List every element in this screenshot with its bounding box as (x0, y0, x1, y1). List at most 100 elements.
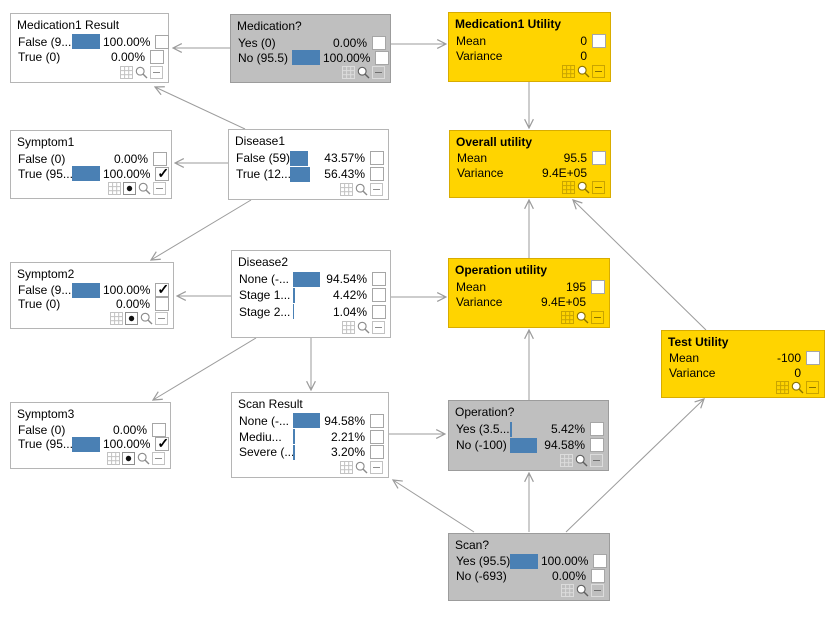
node-symptom3[interactable]: Symptom3 False (0) 0.00% True (95... 100.00% (10, 402, 171, 469)
grid-icon[interactable] (120, 66, 133, 79)
evidence-checkbox[interactable] (153, 151, 167, 166)
row-label: Severe (... (239, 445, 293, 460)
evidence-checkbox[interactable] (370, 151, 384, 165)
zoom-icon[interactable] (577, 181, 590, 194)
probability-bar (293, 413, 320, 429)
zoom-icon[interactable] (577, 65, 590, 78)
minus-icon[interactable] (153, 182, 166, 195)
evidence-checkbox[interactable] (372, 288, 386, 303)
grid-icon[interactable] (561, 311, 574, 324)
probability-bar-track (72, 297, 103, 312)
zoom-icon[interactable] (355, 461, 368, 474)
minus-icon[interactable] (370, 461, 383, 475)
minus-icon[interactable] (152, 452, 165, 465)
node-symptom2[interactable]: Symptom2 False (9... 100.00% True (0) 0.00% (10, 262, 174, 329)
node-test_utility[interactable]: Test Utility Mean -100 Variance 0 (661, 330, 825, 398)
node-disease1[interactable]: Disease1 False (59) 43.57% True (12... 56.43… (228, 129, 389, 200)
node-disease2[interactable]: Disease2 None (-... 94.54% Stage 1... 4.42% S… (231, 250, 391, 338)
grid-icon[interactable] (340, 183, 353, 196)
grid-icon[interactable] (560, 454, 573, 467)
minus-icon[interactable] (590, 454, 603, 467)
zoom-icon[interactable] (357, 66, 370, 79)
dot-icon[interactable] (122, 452, 135, 465)
probability-value: 94.58% (544, 438, 585, 452)
node-scan[interactable]: Scan? Yes (95.5) 100.00% No (-693) 0.00% (448, 533, 610, 601)
grid-icon[interactable] (342, 320, 355, 334)
probability-bar-track (293, 287, 324, 303)
dot-icon[interactable] (125, 312, 138, 325)
node-symptom1[interactable]: Symptom1 False (0) 0.00% True (95... 100.00% (10, 130, 172, 199)
value-checkbox[interactable] (591, 279, 605, 294)
evidence-checkbox[interactable] (372, 304, 386, 319)
minus-icon[interactable] (592, 181, 605, 194)
utility-row: Variance 0 (449, 49, 610, 65)
probability-value: 0.00% (551, 568, 586, 583)
node-medication1_result[interactable]: Medication1 Result False (9... 100.00% True… (10, 13, 170, 83)
evidence-checkbox[interactable] (590, 422, 604, 436)
value-checkbox[interactable] (592, 151, 606, 166)
node-toolbar (449, 453, 608, 469)
evidence-checkbox[interactable] (590, 438, 604, 452)
zoom-icon[interactable] (357, 321, 370, 334)
grid-icon[interactable] (562, 65, 575, 78)
evidence-checkbox[interactable] (370, 413, 384, 428)
zoom-icon[interactable] (575, 454, 588, 467)
minus-icon[interactable] (155, 312, 168, 325)
minus-icon[interactable] (372, 66, 385, 79)
grid-icon[interactable] (108, 182, 121, 195)
node-operation_utility[interactable]: Operation utility Mean 195 Variance 9.4E+05 (448, 258, 610, 328)
evidence-checkbox[interactable] (370, 167, 384, 181)
zoom-icon[interactable] (791, 381, 804, 394)
node-medication[interactable]: Medication? Yes (0) 0.00% No (95.5) 100.00% (230, 14, 391, 83)
zoom-icon[interactable] (576, 584, 589, 597)
minus-icon[interactable] (150, 66, 163, 79)
evidence-checkbox[interactable] (150, 50, 164, 65)
node-scan_result[interactable]: Scan Result None (-... 94.58% Mediu... 2.21%… (231, 392, 389, 478)
grid-icon[interactable] (110, 312, 123, 325)
row-label: No (-693) (456, 568, 507, 583)
evidence-checkbox[interactable] (155, 34, 170, 49)
state-row: None (-... 94.54% (232, 271, 390, 287)
node-overall_utility[interactable]: Overall utility Mean 95.5 Variance 9.4E+05 (449, 130, 611, 198)
grid-icon[interactable] (561, 584, 574, 597)
zoom-icon[interactable] (140, 312, 153, 325)
grid-icon[interactable] (776, 381, 789, 394)
zoom-icon[interactable] (137, 452, 150, 465)
value-checkbox[interactable] (592, 33, 606, 48)
minus-icon[interactable] (592, 65, 605, 78)
evidence-checkbox[interactable] (155, 297, 169, 311)
zoom-icon[interactable] (576, 311, 589, 324)
dot-icon[interactable] (123, 182, 136, 195)
zoom-icon[interactable] (135, 66, 148, 79)
state-row: True (0) 0.00% (11, 297, 173, 311)
evidence-checkbox[interactable] (372, 35, 386, 50)
minus-icon[interactable] (591, 584, 604, 597)
evidence-checkbox[interactable] (155, 281, 170, 298)
minus-icon[interactable] (372, 320, 385, 334)
node-operation[interactable]: Operation? Yes (3.5... 5.42% No (-100) 94.58… (448, 400, 609, 471)
evidence-checkbox[interactable] (375, 50, 390, 65)
zoom-icon[interactable] (138, 182, 151, 195)
value-checkbox[interactable] (806, 351, 820, 366)
evidence-checkbox[interactable] (591, 568, 605, 583)
state-row: Yes (0) 0.00% (231, 35, 390, 50)
grid-icon[interactable] (342, 66, 355, 79)
probability-value: 100.00% (103, 283, 151, 297)
probability-bar-track (510, 568, 541, 583)
evidence-checkbox[interactable] (372, 272, 386, 287)
minus-icon[interactable] (370, 183, 383, 196)
minus-icon[interactable] (806, 381, 819, 394)
state-row: Yes (3.5... 5.42% (449, 421, 608, 437)
state-row: True (95... 100.00% (11, 435, 170, 452)
evidence-checkbox[interactable] (155, 165, 170, 182)
evidence-checkbox[interactable] (155, 435, 170, 452)
evidence-checkbox[interactable] (593, 554, 608, 569)
grid-icon[interactable] (562, 181, 575, 194)
grid-icon[interactable] (340, 461, 353, 475)
node-medication1_utility[interactable]: Medication1 Utility Mean 0 Variance 0 (448, 12, 611, 82)
grid-icon[interactable] (107, 452, 120, 465)
evidence-checkbox[interactable] (370, 445, 384, 460)
minus-icon[interactable] (591, 311, 604, 324)
evidence-checkbox[interactable] (370, 429, 384, 444)
zoom-icon[interactable] (355, 183, 368, 196)
